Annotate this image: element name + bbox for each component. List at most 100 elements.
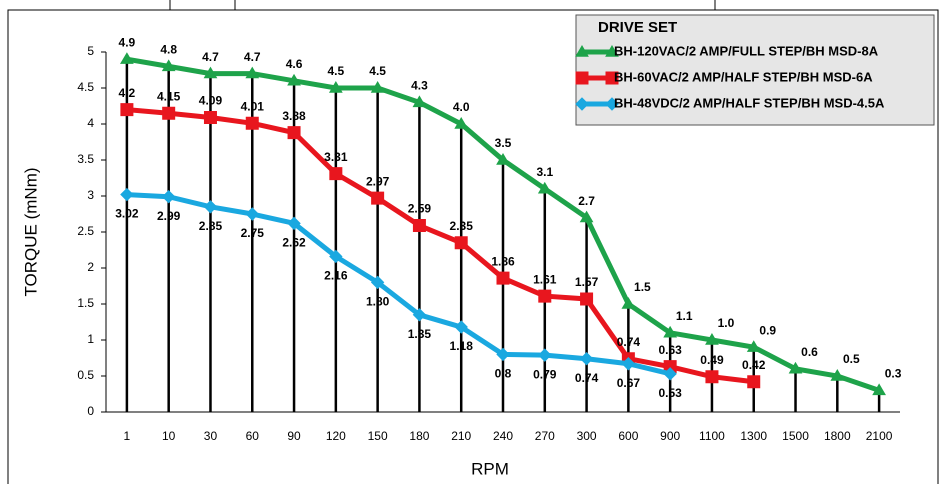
data-point [537,181,552,194]
legend-label: BH-60VAC/2 AMP/HALF STEP/BH MSD-6A [614,69,873,84]
data-point [621,297,636,309]
data-point [872,383,886,396]
data-label: 0.79 [533,367,557,381]
data-point [454,117,469,129]
x-tick-label: 900 [660,429,680,443]
data-label: 0.53 [658,386,682,400]
x-tick-label: 1500 [782,429,809,443]
legend-marker [605,97,619,111]
data-point [496,347,510,362]
frame [7,9,939,484]
data-point [746,340,761,352]
data-label: 1.5 [634,280,651,294]
data-label: 0.3 [885,367,902,381]
x-tick-label: 1300 [740,429,767,443]
y-axis-title: TORQUE (mNm) [21,167,40,296]
data-point [705,370,719,384]
x-tick-label: 210 [451,429,471,443]
data-point [245,207,259,221]
x-tick-label: 1800 [824,429,851,443]
data-label: 3.02 [115,207,139,221]
data-point [663,367,677,381]
data-point [454,236,468,250]
y-tick-label: 3.5 [77,152,94,166]
data-label: 2.16 [324,269,348,283]
data-point [203,200,218,214]
x-tick-label: 1 [124,429,131,443]
x-tick-label: 10 [162,429,176,443]
data-label: 4.7 [202,50,219,64]
legend-marker [575,97,589,111]
data-label: 2.85 [199,219,223,233]
data-point [496,271,510,285]
data-label: 3.1 [536,165,553,179]
data-label: 0.42 [742,358,766,372]
data-label: 0.63 [658,343,682,357]
data-label: 1.1 [676,309,693,323]
data-label: 4.2 [119,86,136,100]
series-line [126,192,671,377]
data-point [370,81,385,93]
y-tick-label: 2 [87,260,94,274]
data-point [705,333,719,345]
data-point [412,95,427,108]
data-label: 0.8 [495,367,512,381]
legend-box [575,14,935,126]
data-label: 0.9 [759,323,776,337]
x-axis-title: RPM [471,459,509,478]
data-point [830,369,845,381]
data-point [496,153,510,165]
data-point [329,167,343,181]
y-tick-label: 0 [87,404,94,418]
data-point [161,59,176,72]
data-label: 4.7 [244,50,261,64]
data-point [538,289,552,303]
x-tick-label: 300 [577,429,597,443]
data-point [412,308,427,322]
data-label: 3.31 [324,150,348,164]
data-point [412,219,426,233]
data-label: 2.62 [282,236,306,250]
data-point [788,361,803,374]
data-point [203,66,218,79]
x-tick-label: 1100 [699,429,725,443]
data-point [245,116,259,130]
data-label: 0.6 [801,345,818,359]
x-tick-label: 90 [287,429,301,443]
data-point [203,111,217,125]
data-point [579,210,594,223]
data-point [663,360,677,374]
data-label: 2.7 [578,194,595,208]
legend-label: BH-48VDC/2 AMP/HALF STEP/BH MSD-4.5A [614,95,885,110]
data-label: 2.59 [408,202,432,216]
data-point [287,73,301,86]
data-label: 1.35 [408,327,432,341]
x-tick-label: 120 [326,429,346,443]
data-label: 0.74 [617,335,641,349]
data-point [161,190,176,204]
data-point [370,275,385,290]
data-label: 1.80 [366,295,390,309]
data-label: 1.57 [575,275,599,289]
legend-marker [605,71,619,85]
x-tick-label: 240 [493,429,513,443]
y-tick-label: 5 [87,44,94,58]
data-point [328,81,343,93]
legend-label: BH-120VAC/2 AMP/FULL STEP/BH MSD-8A [614,43,879,58]
x-tick-label: 180 [409,429,429,443]
y-tick-label: 1.5 [77,296,94,310]
data-label: 2.35 [450,219,474,233]
data-point [454,320,468,334]
data-point [287,216,301,231]
data-point [747,375,761,389]
data-label: 4.09 [199,94,223,108]
x-tick-label: 60 [246,429,260,443]
y-tick-label: 4.5 [77,80,94,94]
data-point [162,106,176,120]
data-label: 1.61 [533,272,557,286]
data-point [579,352,594,366]
data-point [245,66,260,79]
data-label: 2.99 [157,209,181,223]
data-label: 2.97 [366,174,390,188]
